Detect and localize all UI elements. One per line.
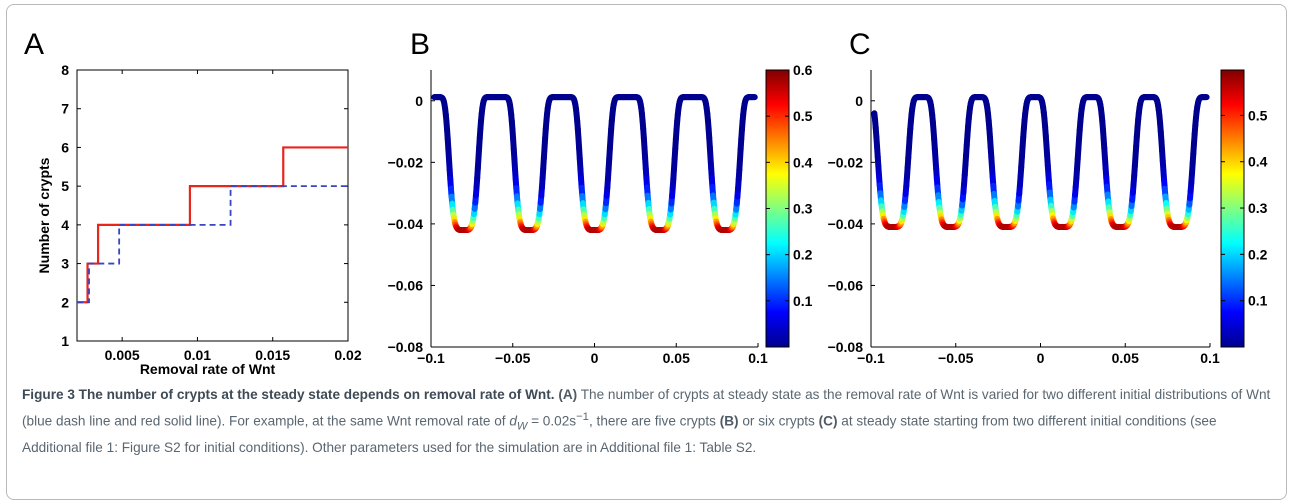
caption-formula-eq: = 0.02s (527, 413, 577, 429)
y-tick-label-b: −0.02 (388, 154, 424, 170)
caption-formula-d: d (509, 413, 517, 429)
x-tick-label-a: 0.005 (105, 347, 140, 363)
plot-frame-a (76, 69, 349, 342)
colorbar-label-b: 0.3 (793, 201, 813, 217)
x-tick-label-b: 0 (591, 350, 599, 366)
panel-label-c: C (849, 28, 871, 61)
caption-formula-sup: −1 (576, 411, 589, 423)
x-axis-label-a: Removal rate of Wnt (140, 361, 276, 377)
y-tick-label-c: −0.06 (828, 277, 864, 293)
crypt-profile-b (431, 94, 758, 234)
y-tick-label-c: −0.04 (828, 216, 864, 232)
y-tick-label-c: 0 (855, 93, 863, 109)
y-tick-label-a: 1 (61, 333, 69, 349)
x-tick-label-a: 0.02 (334, 347, 361, 363)
y-tick-label-a: 5 (61, 178, 69, 194)
colorbar-label-c: 0.5 (1248, 107, 1268, 123)
y-tick-label-b: −0.04 (388, 216, 424, 232)
colorbar-label-b: 0.1 (793, 293, 813, 309)
caption-text-4: at steady state starting from two differ… (22, 413, 1217, 456)
panel-label-b: B (410, 28, 431, 61)
colorbar-label-c: 0.1 (1248, 293, 1268, 309)
x-tick-label-a: 0.015 (255, 347, 290, 363)
crypt-profile-c (871, 94, 1210, 230)
colorbar-label-c: 0.3 (1248, 200, 1268, 216)
panel-label-a: A (24, 28, 45, 61)
caption-label-a: (A) (558, 387, 578, 402)
colorbar-label-b: 0.5 (793, 108, 813, 124)
y-tick-label-a: 2 (61, 294, 69, 310)
y-tick-label-b: −0.06 (388, 277, 424, 293)
figure-caption: Figure 3 The number of crypts at the ste… (22, 384, 1272, 459)
x-tick-label-c: 0.05 (1112, 350, 1139, 366)
colorbar-label-b: 0.4 (793, 154, 813, 170)
figure-charts: 1 2 3 4 5 6 7 8 0.005 0.01 0.015 0.02 Removal rate o… (36, 62, 1268, 377)
y-tick-label-c: −0.02 (828, 154, 864, 170)
colorbar-label-c: 0.4 (1248, 154, 1268, 170)
x-tick-label-b: 0.05 (663, 350, 690, 366)
caption-formula-sub: W (516, 420, 528, 433)
y-tick-label-a: 4 (61, 217, 69, 233)
caption-text-3: or six crypts (738, 413, 819, 429)
x-tick-label-b: −0.05 (495, 350, 531, 366)
caption-label-b: (B) (719, 413, 739, 429)
x-tick-label-b: 0.1 (748, 350, 768, 366)
x-tick-label-b: −0.1 (417, 350, 445, 366)
colorbar-label-b: 0.2 (793, 247, 813, 263)
y-tick-label-a: 7 (61, 101, 69, 117)
y-tick-label-b: 0 (415, 93, 423, 109)
x-tick-label-a: 0.01 (184, 347, 211, 363)
x-tick-label-c: 0.1 (1200, 350, 1220, 366)
caption-text-1: The number of crypts at steady state as … (22, 387, 1271, 429)
chart-panel-c: 0 −0.02 −0.04 −0.06 −0.08−0.1 −0.05 0 0.05 0.1 0.… (828, 69, 1268, 366)
y-tick-label-a: 3 (61, 256, 69, 272)
colorbar-label-b: 0.6 (793, 62, 813, 78)
y-axis-label-a: Number of crypts (36, 157, 52, 273)
caption-label-c: (C) (818, 413, 838, 429)
caption-title: Figure 3 The number of crypts at the ste… (22, 387, 555, 402)
caption-text-2: , there are five crypts (588, 413, 720, 429)
y-tick-label-b: −0.08 (388, 339, 424, 355)
y-tick-label-c: −0.08 (828, 339, 864, 355)
x-tick-label-c: 0 (1037, 350, 1045, 366)
y-tick-label-a: 8 (61, 62, 69, 78)
chart-panel-a: 1 2 3 4 5 6 7 8 0.005 0.01 0.015 0.02 Removal rate o… (36, 62, 362, 377)
y-tick-label-a: 6 (61, 139, 69, 155)
x-tick-label-c: −0.05 (938, 350, 974, 366)
chart-panel-b: 0 −0.02 −0.04 −0.06 −0.08−0.1 −0.05 0 0.05 0.1 0.… (388, 62, 813, 366)
colorbar-label-c: 0.2 (1248, 246, 1268, 262)
x-tick-label-c: −0.1 (857, 350, 885, 366)
series-line-blue-dashed (77, 185, 348, 304)
